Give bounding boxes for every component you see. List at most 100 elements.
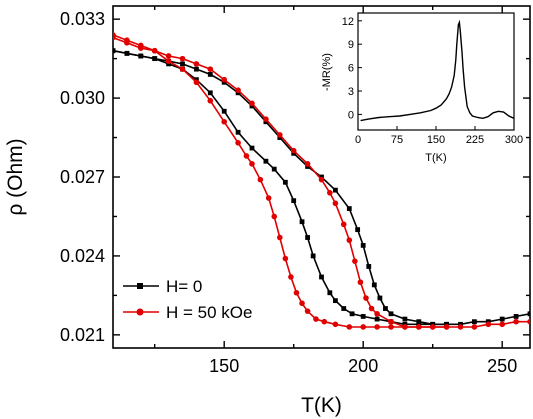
data-point	[179, 55, 186, 62]
data-point	[138, 53, 144, 59]
data-point	[249, 161, 255, 167]
data-point	[416, 324, 422, 330]
legend-label: H= 0	[166, 277, 202, 296]
data-point	[138, 42, 144, 49]
legend-circle-marker	[136, 308, 144, 316]
data-point	[291, 198, 297, 204]
inset-y-axis-label: -MR(%)	[321, 53, 333, 91]
data-point	[321, 318, 328, 325]
inset-x-axis-label: T(K)	[425, 152, 446, 164]
data-point	[124, 37, 130, 43]
data-point	[221, 76, 227, 83]
data-point	[513, 314, 519, 319]
data-point	[304, 161, 311, 167]
data-point	[235, 129, 241, 135]
inset-y-tick-label: 3	[348, 86, 354, 98]
data-point	[193, 61, 200, 67]
legend-square-marker	[137, 283, 143, 289]
data-point	[165, 53, 172, 59]
data-point	[402, 316, 408, 322]
data-point	[249, 145, 255, 151]
x-tick-label: 150	[209, 356, 239, 376]
data-point	[366, 264, 372, 269]
data-point	[293, 289, 300, 296]
data-point	[271, 213, 278, 220]
data-point	[207, 66, 214, 72]
data-point	[416, 319, 422, 325]
data-point	[333, 298, 338, 304]
inset-x-tick-label: 300	[505, 134, 523, 146]
data-point	[499, 316, 505, 322]
data-point	[388, 324, 394, 330]
data-point	[360, 324, 367, 330]
data-point	[282, 179, 288, 185]
data-point	[151, 47, 158, 54]
data-point	[360, 243, 366, 248]
data-point	[340, 221, 347, 228]
data-point	[346, 206, 352, 211]
legend: H= 0 H = 50 kOe	[123, 277, 252, 322]
data-point	[299, 219, 305, 225]
inset-x-tick-label: 150	[427, 134, 445, 146]
data-point	[485, 321, 492, 328]
inset-y-tick-label: 12	[342, 16, 354, 28]
x-axis-label: T(K)	[301, 394, 342, 417]
data-point	[457, 324, 464, 330]
y-tick-label: 0.021	[60, 325, 105, 345]
data-point	[124, 50, 130, 56]
data-point	[235, 140, 241, 146]
legend-label: H = 50 kOe	[166, 303, 252, 322]
data-point	[319, 274, 324, 280]
data-point	[277, 132, 283, 138]
data-point	[221, 108, 227, 114]
inset-x-tick-label: 225	[466, 134, 484, 146]
data-point	[207, 97, 214, 104]
data-point	[263, 158, 269, 164]
data-point	[313, 316, 319, 322]
data-point	[179, 66, 186, 72]
y-tick-label: 0.027	[60, 167, 105, 187]
data-point	[327, 290, 333, 296]
y-tick-label: 0.024	[60, 246, 105, 266]
data-point	[332, 200, 339, 207]
data-point	[221, 118, 227, 125]
data-point	[360, 314, 366, 319]
inset-y-tick-label: 9	[348, 39, 354, 51]
data-point	[349, 311, 355, 317]
data-point	[304, 308, 311, 314]
data-point	[374, 324, 380, 330]
data-point	[277, 234, 283, 241]
data-point	[257, 176, 264, 183]
y-axis-label: ρ (Ohm)	[4, 138, 27, 215]
inset-y-tick-label: 0	[348, 109, 354, 121]
data-point	[383, 306, 388, 311]
legend-entry: H = 50 kOe	[123, 303, 252, 322]
data-point	[352, 258, 358, 264]
x-tick-label: 250	[487, 356, 517, 376]
data-point	[443, 324, 450, 330]
data-point	[429, 324, 436, 330]
data-point	[180, 61, 185, 67]
data-point	[346, 324, 353, 330]
data-point	[402, 324, 408, 330]
data-point	[471, 324, 478, 330]
data-point	[357, 279, 364, 286]
data-point	[374, 311, 380, 317]
data-point	[355, 227, 361, 233]
y-tick-label: 0.033	[60, 9, 105, 29]
inset-frame	[357, 12, 515, 131]
data-point	[346, 237, 353, 243]
data-point	[243, 153, 250, 159]
data-point	[288, 274, 294, 280]
data-point	[263, 116, 269, 122]
x-tick-label: 200	[348, 356, 378, 376]
y-tick-label: 0.030	[60, 88, 105, 108]
data-point	[165, 58, 172, 65]
data-point	[368, 305, 375, 312]
data-point	[193, 79, 200, 86]
inset-y-tick-label: 6	[348, 63, 354, 75]
data-point	[194, 66, 199, 72]
inset-series-line	[360, 19, 515, 122]
main-plot-area: 150 200 250 0.021 0.024 0.027 0.030 0.033 T(K) ρ …	[4, 5, 531, 417]
